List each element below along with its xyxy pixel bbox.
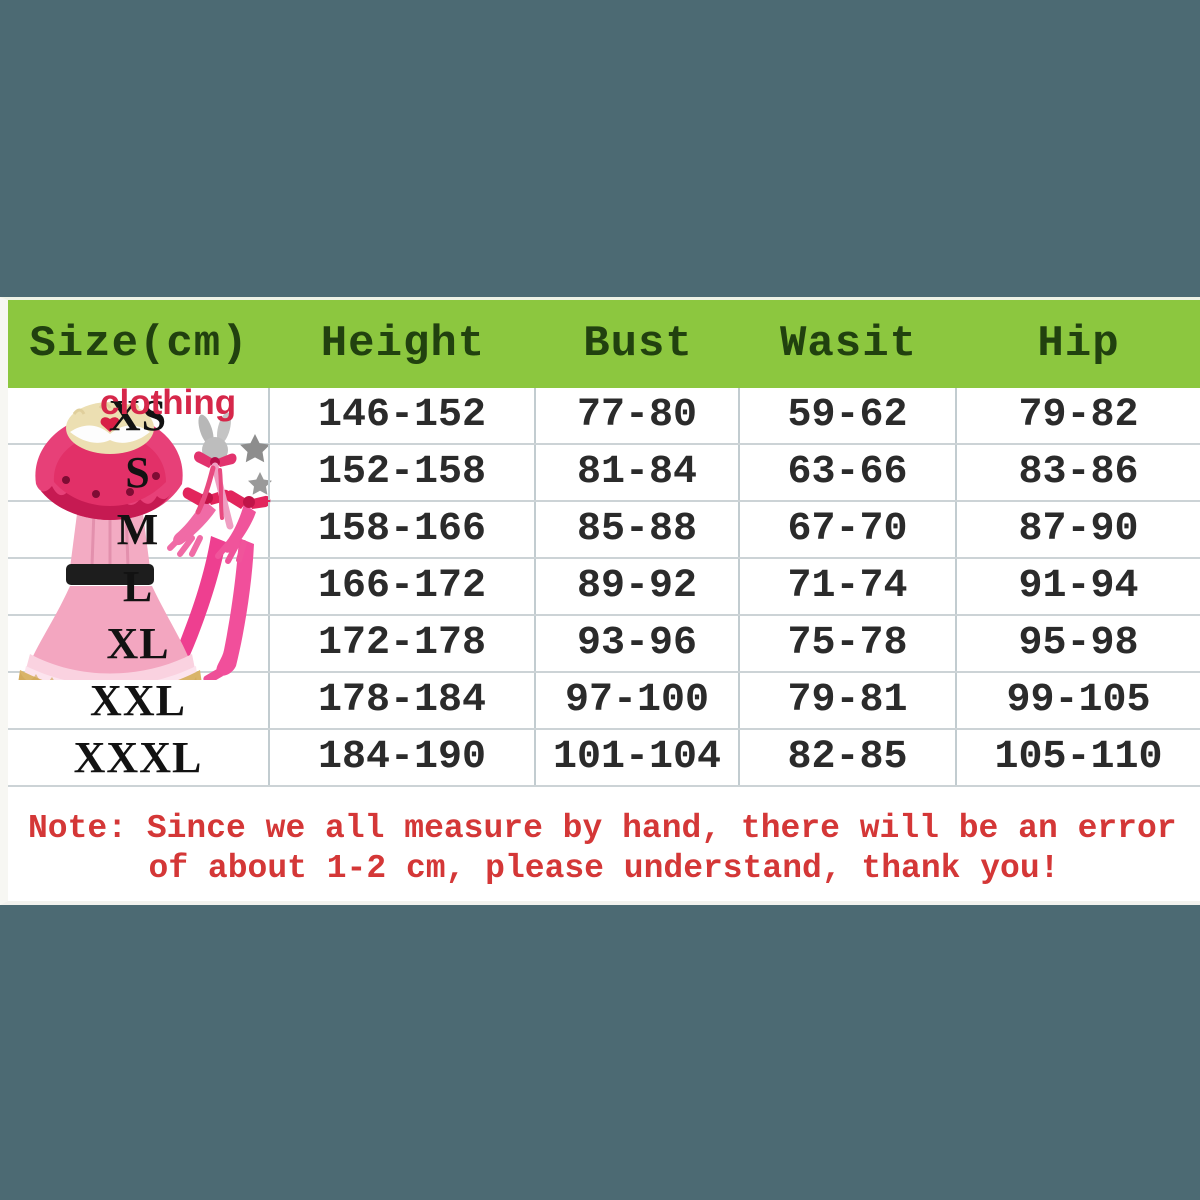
size-chart-panel: Size(cm) Height Bust Wasit Hip XS 146-15… [0, 297, 1200, 905]
measurement-note: Note: Since we all measure by hand, ther… [8, 787, 1200, 897]
hip-value: 105-110 [994, 735, 1163, 780]
size-label: XXXL [8, 730, 270, 785]
header-bust: Bust [583, 319, 693, 369]
note-line-1: Note: Since we all measure by hand, ther… [28, 810, 1177, 847]
bust-value: 81-84 [536, 445, 740, 500]
waist-value: 63-66 [740, 445, 957, 500]
size-label: M [8, 502, 270, 557]
waist-value: 79-81 [740, 673, 957, 728]
bust-value: 77-80 [536, 388, 740, 443]
size-label: L [8, 559, 270, 614]
height-value: 184-190 [270, 730, 536, 785]
height-value: 166-172 [270, 559, 536, 614]
size-label: XXL [8, 673, 270, 728]
bust-value: 93-96 [536, 616, 740, 671]
hip-value: 91-94 [1018, 564, 1139, 609]
note-line-2: of about 1-2 cm, please understand, than… [148, 850, 1060, 887]
waist-value: 67-70 [740, 502, 957, 557]
table-body: XS 146-152 77-80 59-62 79-82 S 152-158 8… [8, 388, 1200, 787]
waist-value: 82-85 [740, 730, 957, 785]
header-hip: Hip [1037, 319, 1120, 369]
table-row: L 166-172 89-92 71-74 91-94 [8, 559, 1200, 616]
table-row: XXL 178-184 97-100 79-81 99-105 [8, 673, 1200, 730]
hip-value: 83-86 [1018, 450, 1139, 495]
height-value: 152-158 [270, 445, 536, 500]
bust-value: 89-92 [536, 559, 740, 614]
hip-value: 79-82 [1018, 393, 1139, 438]
hip-value: 95-98 [1018, 621, 1139, 666]
header-waist: Wasit [779, 319, 918, 369]
header-size: Size(cm) [29, 319, 249, 369]
header-height: Height [320, 319, 486, 369]
table-row: XL 172-178 93-96 75-78 95-98 [8, 616, 1200, 673]
height-value: 158-166 [270, 502, 536, 557]
height-value: 178-184 [270, 673, 536, 728]
height-value: 172-178 [270, 616, 536, 671]
table-row: XXXL 184-190 101-104 82-85 105-110 [8, 730, 1200, 787]
table-row: XS 146-152 77-80 59-62 79-82 [8, 388, 1200, 445]
waist-value: 71-74 [740, 559, 957, 614]
waist-value: 75-78 [740, 616, 957, 671]
bust-value: 101-104 [536, 730, 740, 785]
table-header-row: Size(cm) Height Bust Wasit Hip [8, 300, 1200, 388]
clothing-watermark: clothing [100, 383, 237, 422]
bust-value: 97-100 [536, 673, 740, 728]
table-row: M 158-166 85-88 67-70 87-90 [8, 502, 1200, 559]
size-label: S [8, 445, 270, 500]
size-label: XL [8, 616, 270, 671]
height-value: 146-152 [270, 388, 536, 443]
bust-value: 85-88 [536, 502, 740, 557]
hip-value: 87-90 [1018, 507, 1139, 552]
waist-value: 59-62 [740, 388, 957, 443]
hip-value: 99-105 [1006, 678, 1151, 723]
table-row: S 152-158 81-84 63-66 83-86 [8, 445, 1200, 502]
